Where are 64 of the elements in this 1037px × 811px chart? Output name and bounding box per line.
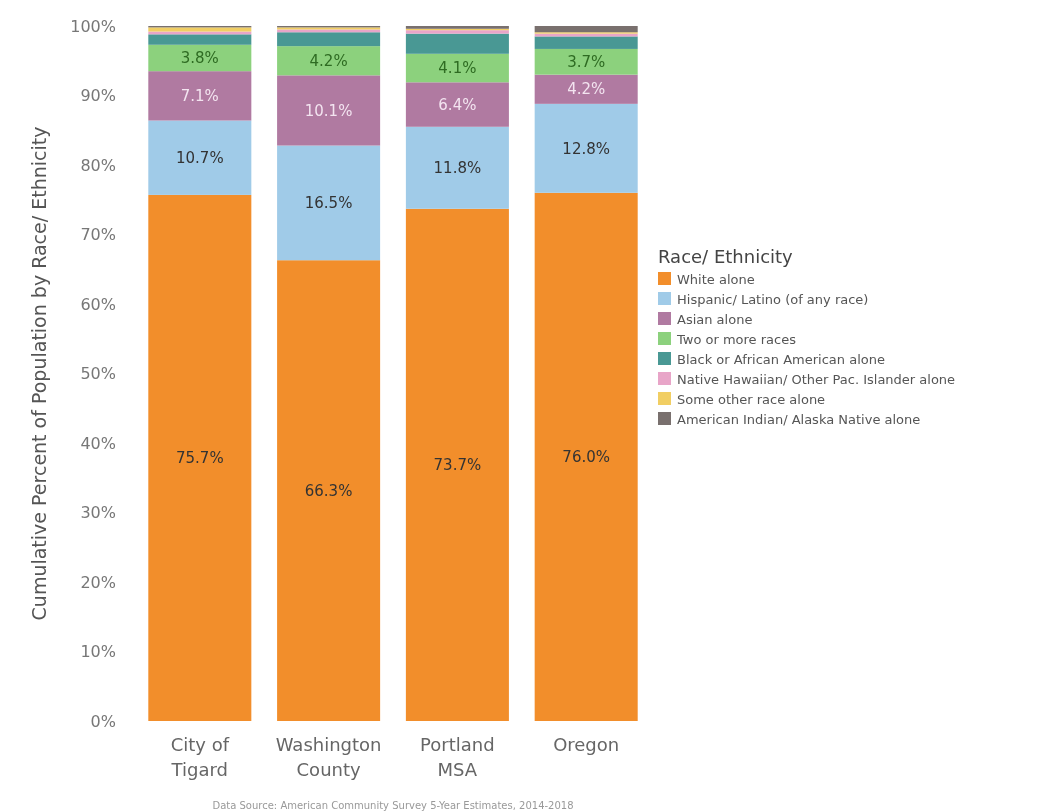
bar — [534, 74, 638, 104]
legend-label: Hispanic/ Latino (of any race) — [677, 291, 869, 307]
y-tick-label: 40% — [80, 433, 116, 453]
data-label: 4.2% — [567, 80, 606, 99]
bar — [148, 120, 252, 195]
bar — [534, 26, 638, 33]
y-tick-label: 10% — [80, 642, 116, 662]
data-label: 4.1% — [438, 59, 477, 78]
y-tick-label: 0% — [90, 711, 116, 731]
y-tick-label: 100% — [70, 16, 116, 36]
y-tick-label: 70% — [80, 225, 116, 245]
bar — [405, 126, 509, 209]
bar — [148, 194, 252, 721]
y-tick-label: 90% — [80, 86, 116, 106]
bar — [277, 32, 381, 47]
y-tick-label: 20% — [80, 572, 116, 592]
data-label: 66.3% — [304, 481, 353, 500]
legend-label: Asian alone — [677, 311, 753, 327]
data-label: 73.7% — [433, 456, 482, 475]
data-label: 7.1% — [180, 87, 219, 106]
bar — [405, 82, 509, 127]
data-label: 10.7% — [175, 148, 224, 167]
source-note: Data Source: American Community Survey 5-Year Estimates, 2014-2018 — [212, 800, 574, 811]
legend-label: American Indian/ Alaska Native alone — [677, 411, 921, 427]
data-label: 75.7% — [175, 449, 224, 468]
bar — [405, 53, 509, 83]
y-tick-label: 60% — [80, 294, 116, 314]
y-tick-label: 50% — [80, 364, 116, 384]
data-label: 10.1% — [304, 101, 353, 120]
data-label: 3.7% — [567, 53, 606, 72]
bar — [148, 44, 252, 72]
x-tick-label: Portland MSA — [420, 734, 495, 780]
legend-title: Race/ Ethnicity — [658, 246, 794, 267]
bar — [148, 27, 252, 32]
bar — [405, 208, 509, 721]
legend-label: Some other race alone — [677, 391, 826, 407]
bar — [277, 46, 381, 76]
x-tick-label: Washington County — [275, 734, 382, 780]
data-label: 4.2% — [309, 52, 348, 70]
x-tick-label: City of Tigard — [170, 734, 230, 780]
legend-label: Native Hawaiian/ Other Pac. Islander alone — [677, 371, 956, 387]
bar — [405, 33, 509, 54]
x-tick-label: Oregon — [553, 734, 620, 755]
bar — [277, 260, 381, 721]
bar — [277, 75, 381, 146]
legend-label: Two or more races — [676, 331, 797, 347]
bar — [277, 145, 381, 261]
legend-label: White alone — [677, 271, 755, 287]
bar — [534, 103, 638, 193]
data-label: 12.8% — [562, 139, 611, 158]
y-axis-title: Cumulative Percent of Population by Race/ Ethnicity — [28, 126, 50, 621]
data-label: 76.0% — [562, 448, 611, 467]
legend-label: Black or African American alone — [677, 351, 885, 367]
data-label: 11.8% — [433, 159, 482, 178]
data-label: 6.4% — [438, 95, 477, 114]
data-label: 16.5% — [304, 194, 353, 213]
bar — [148, 34, 252, 45]
data-label: 3.8% — [180, 49, 219, 68]
bar — [534, 36, 638, 49]
bar — [148, 71, 252, 121]
bar — [534, 48, 638, 75]
y-tick-label: 30% — [80, 503, 116, 523]
y-tick-label: 80% — [80, 155, 116, 175]
bar — [534, 192, 638, 721]
